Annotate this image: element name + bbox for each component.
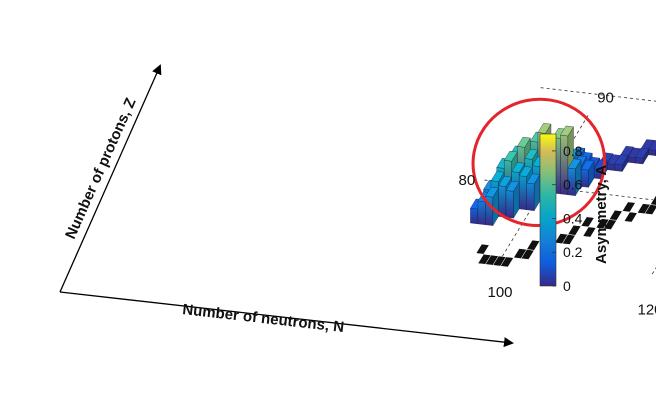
bar-top-face bbox=[524, 149, 539, 160]
x-tick-label: 120 bbox=[638, 302, 656, 319]
floor-square bbox=[621, 201, 636, 213]
floor-square bbox=[649, 195, 656, 206]
floor-square bbox=[580, 216, 595, 228]
bar-front-face bbox=[477, 200, 486, 225]
bar bbox=[614, 154, 629, 173]
bar bbox=[505, 181, 520, 219]
guide-line-n bbox=[501, 112, 590, 257]
bar-top-face bbox=[518, 166, 533, 177]
bar bbox=[485, 186, 499, 227]
bar-top-face bbox=[498, 176, 512, 187]
colorbar-ticks: 0 0.2 0.4 0.6 0.8 bbox=[552, 143, 583, 294]
axes bbox=[59, 64, 514, 348]
bar-top-face bbox=[517, 136, 531, 148]
bar bbox=[580, 159, 595, 188]
bar-front-face bbox=[505, 190, 514, 219]
bar-front-face bbox=[470, 208, 479, 225]
bar-top-face bbox=[503, 150, 518, 162]
floor-square bbox=[644, 204, 656, 215]
x-tick-labels: 100120140 bbox=[488, 284, 656, 319]
bar bbox=[648, 140, 656, 157]
bar-front-face bbox=[614, 163, 623, 172]
y-axis-title: Number of protons, Z bbox=[62, 95, 140, 241]
floor-square bbox=[526, 239, 541, 251]
guide-line-z bbox=[540, 87, 656, 102]
bar-top-face bbox=[614, 154, 629, 165]
x-axis-title: Number of neutrons, N bbox=[182, 301, 345, 336]
bar-front-face bbox=[526, 182, 535, 211]
x-tick-label: 100 bbox=[488, 284, 513, 301]
floor-square bbox=[623, 211, 638, 223]
bar bbox=[567, 158, 582, 197]
y-tick-label: 80 bbox=[459, 172, 476, 189]
colorbar-tick-label: 0 bbox=[563, 278, 571, 294]
colorbar-tick-label: 0.2 bbox=[563, 244, 583, 260]
y-axis-line bbox=[59, 64, 162, 293]
colorbar-bar bbox=[539, 133, 557, 287]
colorbar-tick-label: 0.8 bbox=[563, 143, 583, 159]
bar-top-face bbox=[648, 140, 656, 151]
floor-square bbox=[567, 224, 582, 236]
x-axis-line bbox=[59, 291, 514, 348]
bar-top-face bbox=[537, 123, 552, 134]
bar-top-face bbox=[511, 162, 526, 173]
bar-top-face bbox=[580, 159, 595, 171]
floor-square bbox=[475, 243, 490, 255]
floor-square bbox=[608, 209, 623, 221]
colorbar-title: Asymmetry, A bbox=[593, 165, 610, 264]
bars-group bbox=[470, 123, 656, 227]
y-tick-labels: 80 90 bbox=[459, 89, 614, 189]
bar-front-face bbox=[635, 156, 644, 165]
bar-top-face bbox=[635, 147, 649, 159]
colorbar-tick-label: 0.6 bbox=[563, 177, 583, 193]
colorbar-tick-label: 0.4 bbox=[563, 210, 583, 226]
bar-front-face bbox=[627, 156, 636, 164]
colorbar: 0 0.2 0.4 0.6 0.8 Asymmetry, A bbox=[539, 133, 610, 294]
bar-top-face bbox=[490, 171, 505, 182]
bar bbox=[635, 147, 649, 165]
bar-top-face bbox=[485, 186, 499, 198]
bar-front-face bbox=[519, 175, 527, 210]
bar-top-face bbox=[567, 158, 582, 170]
y-tick-label: 90 bbox=[597, 89, 614, 106]
bar-top-face bbox=[560, 125, 574, 137]
bar-top-face bbox=[505, 181, 520, 192]
